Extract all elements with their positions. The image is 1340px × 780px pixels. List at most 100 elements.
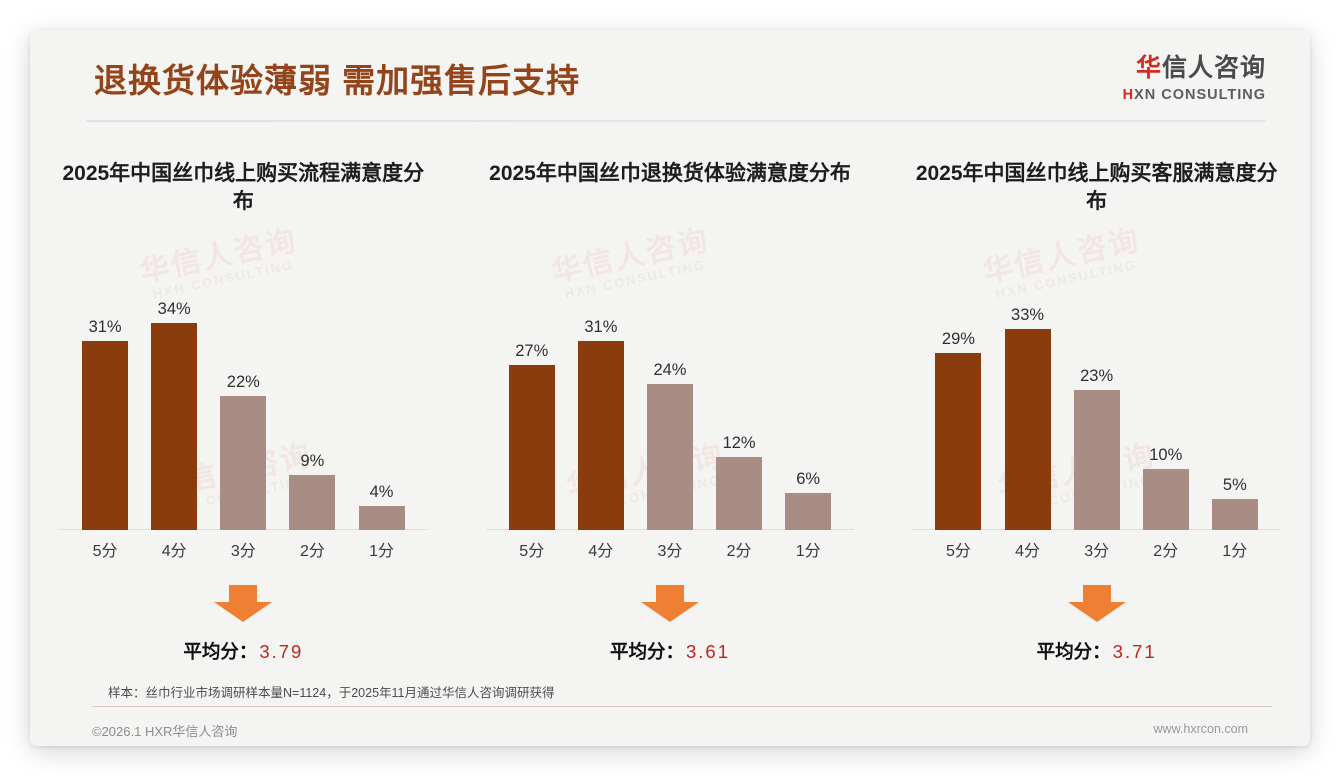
bar-slot: 29% xyxy=(926,260,991,530)
average-score-value: 3.61 xyxy=(686,641,731,662)
bar-value-label: 6% xyxy=(796,470,821,488)
bar xyxy=(289,475,336,530)
bar-value-label: 23% xyxy=(1080,367,1114,385)
bar-slot: 9% xyxy=(280,260,345,530)
bar xyxy=(935,353,982,530)
bar xyxy=(1211,499,1258,530)
average-score-value: 3.79 xyxy=(259,641,304,662)
x-axis-tick-label: 3分 xyxy=(230,543,256,560)
average-score-label: 平均分： xyxy=(609,641,684,662)
bar-slot: 6% xyxy=(776,260,841,530)
down-arrow-icon xyxy=(639,585,701,623)
bar xyxy=(1004,329,1051,530)
x-axis-tick-label: 5分 xyxy=(519,543,545,560)
bar-slot: 10% xyxy=(1133,260,1198,530)
bar-slot: 24% xyxy=(638,260,703,530)
bar-slot: 12% xyxy=(707,260,772,530)
bar xyxy=(577,341,624,530)
copyright-text: ©2026.1 HXR华信人咨询 xyxy=(92,724,238,739)
x-axis-categories: 5分 4分 3分 2分 1分 xyxy=(499,537,840,561)
bar-value-label: 27% xyxy=(515,342,549,360)
x-axis-tick-label: 1分 xyxy=(369,543,394,560)
bar xyxy=(508,365,555,530)
bar-value-label: 4% xyxy=(369,483,394,501)
average-score-value: 3.71 xyxy=(1112,641,1157,662)
average-score: 平均分： 3.61 xyxy=(457,638,884,664)
bar-group: 29% 33% 23% 10% xyxy=(926,260,1267,530)
x-axis-tick-label: 4分 xyxy=(161,543,187,560)
logo-accent-char: 华 xyxy=(1135,54,1162,82)
bar-slot: 31% xyxy=(568,260,633,530)
x-axis-tick-label: 3分 xyxy=(1084,543,1110,560)
logo-chinese-rest: 信人咨询 xyxy=(1161,54,1266,82)
bar-slot: 27% xyxy=(499,260,564,530)
bar-group: 31% 34% 22% 9% xyxy=(73,260,414,530)
source-footnote: 样本：丝巾行业市场调研样本量N=1124，于2025年11月通过华信人咨询调研获… xyxy=(108,686,555,700)
x-axis-categories: 5分 4分 3分 2分 1分 xyxy=(73,537,414,561)
charts-row: 2025年中国丝巾线上购买流程满意度分布 华信人咨询 HXN CONSULTIN… xyxy=(30,140,1310,670)
bar-slot: 22% xyxy=(211,260,276,530)
x-axis-tick-label: 5分 xyxy=(945,543,971,560)
average-score-label: 平均分： xyxy=(1036,641,1111,662)
logo-en-rest: XN CONSULTING xyxy=(1134,87,1266,103)
chart-title: 2025年中国丝巾退换货体验满意度分布 xyxy=(489,162,851,185)
bar xyxy=(82,341,129,530)
down-arrow-icon xyxy=(1066,585,1128,623)
x-axis-categories: 5分 4分 3分 2分 1分 xyxy=(926,537,1267,561)
down-arrow-icon xyxy=(212,585,274,623)
logo-en-accent-char: H xyxy=(1122,87,1135,103)
average-score: 平均分： 3.79 xyxy=(30,638,457,664)
bar-slot: 5% xyxy=(1202,260,1267,530)
header-divider xyxy=(86,120,1266,122)
bar-plot-area: 27% 31% 24% 12% xyxy=(485,260,855,530)
bar-plot-area: 29% 33% 23% 10% xyxy=(912,260,1281,530)
bar xyxy=(716,457,763,530)
x-axis-tick-label: 4分 xyxy=(1015,543,1040,560)
bar xyxy=(220,396,267,530)
website-url[interactable]: www.hxrcon.com xyxy=(1153,722,1248,736)
bar-value-label: 24% xyxy=(653,361,687,379)
logo-chinese-text: 华信人咨询 xyxy=(1123,56,1266,81)
bar-value-label: 31% xyxy=(584,318,618,336)
bar xyxy=(646,384,693,530)
bar-value-label: 29% xyxy=(941,330,975,348)
x-axis-tick-label: 4分 xyxy=(588,543,614,560)
footnote-divider xyxy=(92,706,1272,707)
x-axis-tick-label: 3分 xyxy=(657,543,683,560)
logo-english-text: HXN CONSULTING xyxy=(1123,88,1266,103)
bar-value-label: 9% xyxy=(300,452,325,470)
chart-title: 2025年中国丝巾线上购买客服满意度分布 xyxy=(915,162,1278,213)
chart-panel-purchase-flow: 2025年中国丝巾线上购买流程满意度分布 华信人咨询 HXN CONSULTIN… xyxy=(30,140,457,670)
bar-value-label: 34% xyxy=(157,300,191,318)
bar-value-label: 31% xyxy=(88,318,122,336)
chart-panel-customer-service: 2025年中国丝巾线上购买客服满意度分布 华信人咨询 HXN CONSULTIN… xyxy=(883,140,1310,670)
bar xyxy=(785,493,832,530)
bar-value-label: 12% xyxy=(722,434,756,452)
bar xyxy=(1073,390,1120,530)
bar-value-label: 33% xyxy=(1011,306,1045,324)
x-axis-tick-label: 1分 xyxy=(1222,543,1248,560)
x-axis-tick-label: 2分 xyxy=(299,543,325,560)
x-axis-tick-label: 2分 xyxy=(1153,543,1179,560)
average-score: 平均分： 3.71 xyxy=(883,638,1310,664)
bar xyxy=(358,506,405,530)
bar xyxy=(1142,469,1189,530)
average-score-label: 平均分： xyxy=(183,641,258,662)
bar-value-label: 22% xyxy=(226,373,260,391)
bar-value-label: 10% xyxy=(1149,446,1183,464)
x-axis-tick-label: 1分 xyxy=(795,543,821,560)
bar-value-label: 5% xyxy=(1222,476,1247,494)
slide-header: 退换货体验薄弱 需加强售后支持 华信人咨询 HXN CONSULTING xyxy=(30,30,1310,120)
page-title: 退换货体验薄弱 需加强售后支持 xyxy=(94,62,581,99)
slide-card: 退换货体验薄弱 需加强售后支持 华信人咨询 HXN CONSULTING 202… xyxy=(30,30,1310,746)
bar-slot: 34% xyxy=(142,260,207,530)
company-logo: 华信人咨询 HXN CONSULTING xyxy=(1123,56,1266,103)
x-axis-tick-label: 5分 xyxy=(92,543,118,560)
bar-group: 27% 31% 24% 12% xyxy=(499,260,840,530)
bar-slot: 23% xyxy=(1064,260,1129,530)
chart-panel-return-exchange: 2025年中国丝巾退换货体验满意度分布 华信人咨询 HXN CONSULTING… xyxy=(457,140,884,670)
bar-slot: 31% xyxy=(73,260,138,530)
bar xyxy=(151,323,198,530)
x-axis-tick-label: 2分 xyxy=(726,543,752,560)
chart-title: 2025年中国丝巾线上购买流程满意度分布 xyxy=(62,162,425,213)
